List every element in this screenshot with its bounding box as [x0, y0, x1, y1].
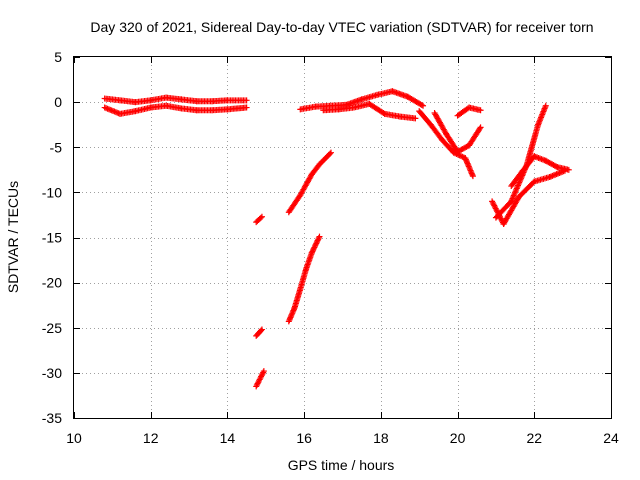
data-point	[327, 149, 334, 156]
data-point	[476, 125, 483, 132]
x-tick-label: 20	[450, 430, 466, 446]
x-tick-label: 14	[220, 430, 236, 446]
x-tick-label: 18	[373, 430, 389, 446]
data-point	[311, 244, 318, 251]
y-tick-label: -30	[42, 365, 62, 381]
data-points	[101, 88, 572, 390]
data-point	[260, 369, 267, 376]
tick-label-layer: 10 12 14 16 18 20 22 24 5 0 -5 -10 -15 -20 -25 -30 -35	[42, 49, 619, 446]
series-rise-upper	[285, 149, 334, 216]
data-point	[312, 243, 319, 250]
data-point	[314, 237, 321, 244]
data-point	[315, 236, 322, 243]
data-point	[312, 241, 319, 248]
data-point	[310, 247, 317, 254]
series-short-14.8c	[253, 368, 267, 390]
series-short-14.8	[253, 213, 265, 226]
data-point	[310, 245, 317, 252]
tick-layer	[74, 57, 612, 419]
series-short-14.8b	[253, 326, 265, 339]
data-point	[254, 380, 261, 387]
data-point	[258, 213, 265, 220]
x-tick-label: 12	[143, 430, 159, 446]
data-point	[542, 102, 549, 109]
data-point	[257, 375, 264, 382]
data-point	[313, 239, 320, 246]
data-point	[255, 379, 262, 386]
x-tick-label: 22	[526, 430, 542, 446]
data-point	[256, 376, 263, 383]
data-point	[253, 383, 260, 390]
data-point	[412, 115, 419, 122]
y-tick-label: -25	[42, 320, 62, 336]
series-morning-lower	[101, 102, 250, 117]
data-point	[316, 233, 323, 240]
series-afternoon-b	[431, 109, 484, 155]
series-evening-up	[492, 102, 549, 221]
x-tick-label: 24	[603, 430, 619, 446]
data-point	[259, 370, 266, 377]
series-evening-b	[508, 153, 572, 190]
series-afternoon-c	[454, 104, 484, 119]
series-afternoon-a	[416, 108, 476, 180]
series-morning-upper	[101, 94, 250, 106]
data-point	[313, 240, 320, 247]
y-tick-label: -15	[42, 230, 62, 246]
data-point	[258, 373, 265, 380]
y-tick-label: 5	[54, 49, 62, 65]
grid-layer	[74, 57, 611, 418]
y-tick-label: -35	[42, 410, 62, 426]
data-point	[477, 124, 484, 131]
y-axis-title: SDTVAR / TECUs	[5, 181, 21, 293]
data-point	[308, 249, 315, 256]
data-point	[243, 104, 250, 111]
x-axis-title: GPS time / hours	[288, 457, 395, 473]
data-point	[418, 101, 425, 108]
data-point	[257, 214, 264, 221]
x-tick-label: 10	[66, 430, 82, 446]
series-evening-main	[489, 167, 568, 227]
data-point	[380, 110, 387, 117]
data-point	[477, 107, 484, 114]
data-point	[553, 163, 560, 170]
data-point	[253, 382, 260, 389]
plot-frame	[73, 56, 612, 419]
y-tick-label: 0	[54, 94, 62, 110]
data-point	[243, 97, 250, 104]
data-point	[258, 326, 265, 333]
data-point	[258, 372, 265, 379]
data-point	[257, 327, 264, 334]
y-tick-label: -10	[42, 184, 62, 200]
data-point	[326, 150, 333, 157]
data-point	[260, 368, 267, 375]
y-tick-label: -20	[42, 275, 62, 291]
data-point	[420, 102, 427, 109]
series-midday	[297, 88, 427, 113]
series-rise-lower	[285, 233, 323, 325]
series-midday-lower	[320, 100, 419, 122]
data-point	[315, 234, 322, 241]
data-point	[565, 166, 572, 173]
x-tick-label: 16	[296, 430, 312, 446]
chart-title: Day 320 of 2021, Sidereal Day-to-day VTE…	[90, 19, 593, 35]
data-point	[469, 173, 476, 180]
data-point	[309, 248, 316, 255]
data-point	[255, 377, 262, 384]
y-tick-label: -5	[50, 139, 63, 155]
